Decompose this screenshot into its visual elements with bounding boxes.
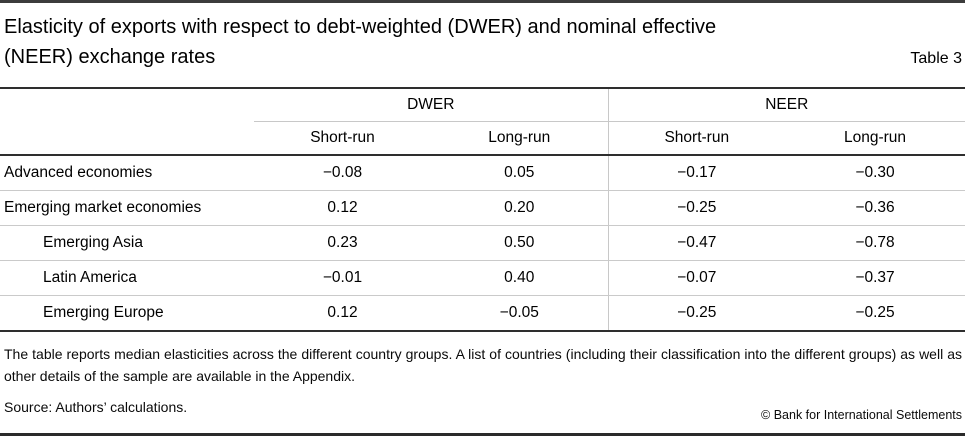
cell-value: −0.01: [254, 260, 431, 296]
cell-value: −0.07: [607, 260, 786, 296]
cell-value: 0.40: [431, 260, 609, 296]
table-row-emerging-asia: Emerging Asia 0.23 0.50 −0.47 −0.78: [0, 225, 965, 261]
cell-value: −0.36: [785, 190, 965, 226]
row-label: Emerging Europe: [43, 304, 164, 321]
copyright-line: © Bank for International Settlements: [761, 408, 962, 422]
col-header-neer-short-run: Short-run: [607, 121, 786, 156]
cell-value: −0.25: [607, 295, 786, 331]
row-label: Emerging market economies: [0, 190, 254, 226]
title-row-2: (NEER) exchange rates Table 3: [4, 42, 962, 72]
col-header-neer-long-run: Long-run: [785, 121, 965, 156]
cell-value: −0.05: [499, 304, 539, 321]
table-number-label: Table 3: [910, 50, 962, 67]
column-group-header-row: DWER NEER: [0, 88, 965, 122]
row-label: Latin America: [0, 260, 254, 296]
cell-value: 0.20: [431, 190, 609, 226]
table-row-emerging-market-economies: Emerging market economies 0.12 0.20 −0.2…: [0, 190, 965, 226]
title-line-2: (NEER) exchange rates: [4, 46, 216, 68]
empty-corner-cell: [0, 88, 254, 122]
table-row-advanced-economies: Advanced economies −0.08 0.05 −0.17 −0.3…: [0, 155, 965, 191]
source-line: Source: Authors’ calculations.: [4, 399, 188, 415]
title-line-1: Elasticity of exports with respect to de…: [4, 16, 717, 38]
bottom-rule: [0, 433, 965, 436]
cell-value: −0.30: [785, 155, 965, 191]
cell-value: 0.05: [431, 155, 609, 191]
subheader-row: Short-run Long-run Short-run Long-run: [0, 121, 965, 156]
cell-value: −0.25: [607, 190, 786, 226]
table-row-emerging-europe: Emerging Europe 0.12 −0.05 −0.25 −0.25: [0, 295, 965, 331]
cell-value: −0.47: [607, 225, 786, 261]
cell-value: 0.23: [254, 225, 431, 261]
col-header-dwer-short-run: Short-run: [254, 121, 431, 156]
cell-value: −0.37: [785, 260, 965, 296]
cell-value: 0.12: [327, 304, 358, 321]
table-row-latin-america: Latin America −0.01 0.40 −0.07 −0.37: [0, 260, 965, 296]
top-rule: [0, 0, 965, 3]
table-notes: The table reports median elasticities ac…: [4, 346, 962, 384]
cell-value: −0.78: [785, 225, 965, 261]
cell-value: 0.50: [431, 225, 609, 261]
cell-value: −0.25: [855, 304, 895, 321]
column-group-neer: NEER: [607, 88, 965, 122]
column-group-dwer: DWER: [254, 88, 609, 122]
empty-corner-cell: [0, 121, 254, 156]
cell-value: −0.08: [254, 155, 431, 191]
table-title-block: Elasticity of exports with respect to de…: [0, 0, 965, 72]
row-label: Emerging Asia: [0, 225, 254, 261]
cell-value: −0.17: [607, 155, 786, 191]
elasticity-table: DWER NEER Short-run Long-run Short-run L…: [0, 87, 965, 332]
row-label: Advanced economies: [0, 155, 254, 191]
cell-value: 0.12: [254, 190, 431, 226]
col-header-dwer-long-run: Long-run: [431, 121, 609, 156]
